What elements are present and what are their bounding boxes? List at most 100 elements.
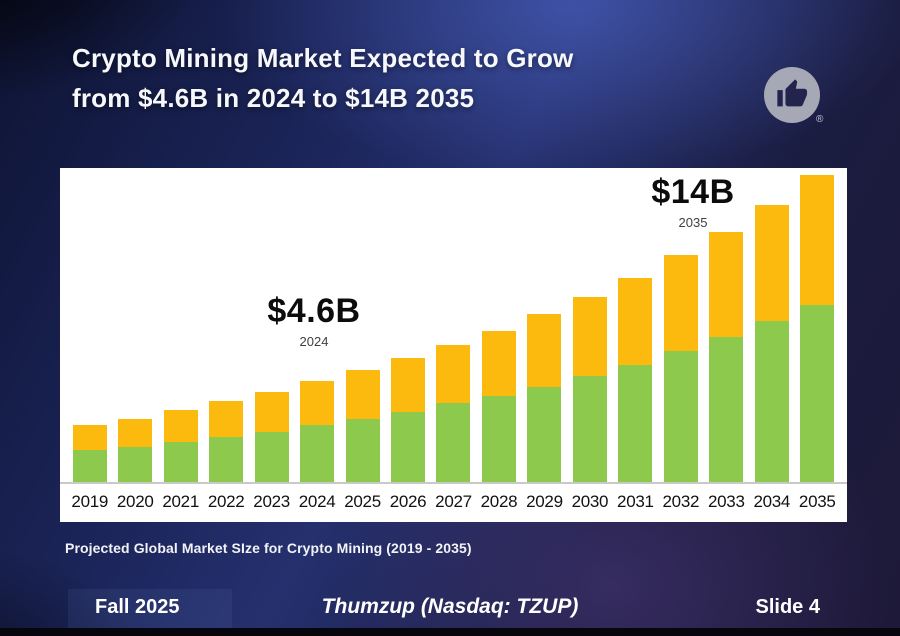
bar-top-segment-2019	[72, 425, 107, 451]
x-tick-label-2023: 2023	[253, 492, 290, 511]
stacked-bar-2031	[618, 278, 653, 482]
stacked-bar-2024	[300, 381, 335, 482]
bar-bottom-segment-2029	[527, 386, 562, 482]
stacked-bar-2029	[527, 314, 562, 482]
bar-column-2026	[385, 168, 430, 482]
bar-top-segment-2025	[345, 370, 380, 419]
slide-title-line-2: from $4.6B in 2024 to $14B 2035	[72, 83, 475, 113]
bar-column-2022	[203, 168, 248, 482]
bar-column-2025	[340, 168, 385, 482]
x-tick-label-2025: 2025	[344, 492, 381, 511]
stacked-bar-2028	[481, 330, 516, 482]
stacked-bar-2030	[572, 296, 607, 482]
footer-company: Thumzup (Nasdaq: TZUP)	[321, 595, 579, 618]
x-tick-label-2030: 2030	[571, 492, 609, 511]
bar-top-segment-2024	[300, 381, 335, 426]
stacked-bar-2027	[436, 345, 471, 482]
bar-column-2023	[249, 168, 294, 482]
bar-top-segment-2028	[481, 330, 516, 396]
bar-bottom-segment-2023	[254, 431, 289, 482]
stacked-bar-2023	[254, 392, 289, 482]
x-tick-label-2019: 2019	[71, 492, 109, 511]
footer-left-highlight	[68, 589, 232, 628]
x-tick-label-2026: 2026	[389, 492, 427, 511]
bar-bottom-segment-2033	[709, 337, 744, 482]
bar-column-2034	[749, 168, 794, 482]
x-tick-label-2021: 2021	[162, 492, 199, 511]
bar-column-2032	[658, 168, 703, 482]
chart-panel: 2019 2020 2021 2022 2023 2024 2025 2026 2027 2028…	[60, 168, 847, 522]
plot-area	[60, 168, 847, 484]
slide-title: Crypto Mining Market Expected to Grow fr…	[72, 38, 573, 118]
x-tick-label-2034: 2034	[753, 492, 791, 511]
bar-bottom-segment-2020	[118, 446, 153, 482]
bar-bottom-segment-2027	[436, 403, 471, 482]
stacked-bar-2020	[118, 418, 153, 482]
stacked-bar-2022	[209, 400, 244, 482]
bar-top-segment-2029	[527, 314, 562, 387]
bar-top-segment-2020	[118, 418, 153, 447]
stacked-bar-2019	[72, 425, 107, 482]
slide-title-line-1: Crypto Mining Market Expected to Grow	[72, 43, 574, 73]
bar-bottom-segment-2022	[209, 437, 244, 482]
bar-bottom-segment-2034	[754, 321, 789, 482]
bar-bottom-segment-2025	[345, 418, 380, 482]
bar-column-2024	[294, 168, 339, 482]
bar-column-2019	[67, 168, 112, 482]
x-tick-label-2032: 2032	[662, 492, 700, 511]
bar-bottom-segment-2030	[572, 375, 607, 482]
x-tick-label-2028: 2028	[480, 492, 518, 511]
bar-column-2021	[158, 168, 203, 482]
bar-bottom-segment-2019	[72, 450, 107, 482]
annotation-2024-value: $4.6B	[267, 292, 361, 330]
bar-bottom-segment-2021	[163, 441, 198, 482]
x-tick-label-2029: 2029	[526, 492, 563, 511]
bar-top-segment-2031	[618, 278, 653, 365]
bar-column-2029	[522, 168, 567, 482]
footer-date: Fall 2025	[95, 596, 180, 618]
bar-column-2030	[567, 168, 612, 482]
bar-column-2027	[431, 168, 476, 482]
annotation-2035-value: $14B	[651, 173, 735, 211]
bar-top-segment-2026	[391, 358, 426, 412]
bar-column-2035	[795, 168, 840, 482]
bottom-border-strip	[0, 628, 900, 636]
bar-top-segment-2023	[254, 392, 289, 432]
thumbs-up-logo: ®	[763, 66, 824, 125]
registered-trademark-symbol: ®	[816, 114, 824, 125]
x-tick-label-2027: 2027	[435, 492, 472, 511]
stacked-bar-2032	[663, 255, 698, 482]
bar-top-segment-2021	[163, 409, 198, 442]
bar-bottom-segment-2024	[300, 425, 335, 482]
bar-column-2031	[613, 168, 658, 482]
footer-slide-number: Slide 4	[755, 596, 820, 618]
stacked-bar-2026	[391, 358, 426, 482]
stacked-bar-2021	[163, 409, 198, 482]
bar-bottom-segment-2032	[663, 350, 698, 482]
bar-top-segment-2022	[209, 400, 244, 438]
thumbs-up-icon	[764, 67, 820, 123]
bar-top-segment-2032	[663, 255, 698, 351]
chart-caption: Projected Global Market SIze for Crypto …	[65, 540, 472, 556]
x-tick-label-2024: 2024	[298, 492, 336, 511]
x-tick-label-2031: 2031	[617, 492, 654, 511]
x-tick-label-2020: 2020	[116, 492, 154, 511]
stacked-bar-2025	[345, 370, 380, 482]
bar-bottom-segment-2028	[481, 395, 516, 482]
x-tick-label-2033: 2033	[707, 492, 745, 511]
stacked-bar-2034	[754, 204, 789, 482]
stacked-bar-2035	[800, 175, 835, 482]
stacked-bar-2033	[709, 232, 744, 482]
annotation-2024-year: 2024	[299, 333, 329, 349]
bar-top-segment-2034	[754, 204, 789, 322]
x-axis-labels: 2019 2020 2021 2022 2023 2024 2025 2026 2027 2028…	[60, 486, 847, 512]
bar-column-2020	[112, 168, 157, 482]
bar-top-segment-2027	[436, 345, 471, 404]
bar-top-segment-2033	[709, 232, 744, 338]
bar-bottom-segment-2035	[800, 304, 835, 482]
bar-top-segment-2035	[800, 175, 835, 305]
bar-column-2033	[704, 168, 749, 482]
annotation-2024: $4.6B 2024	[267, 292, 361, 349]
x-tick-label-2022: 2022	[207, 492, 245, 511]
